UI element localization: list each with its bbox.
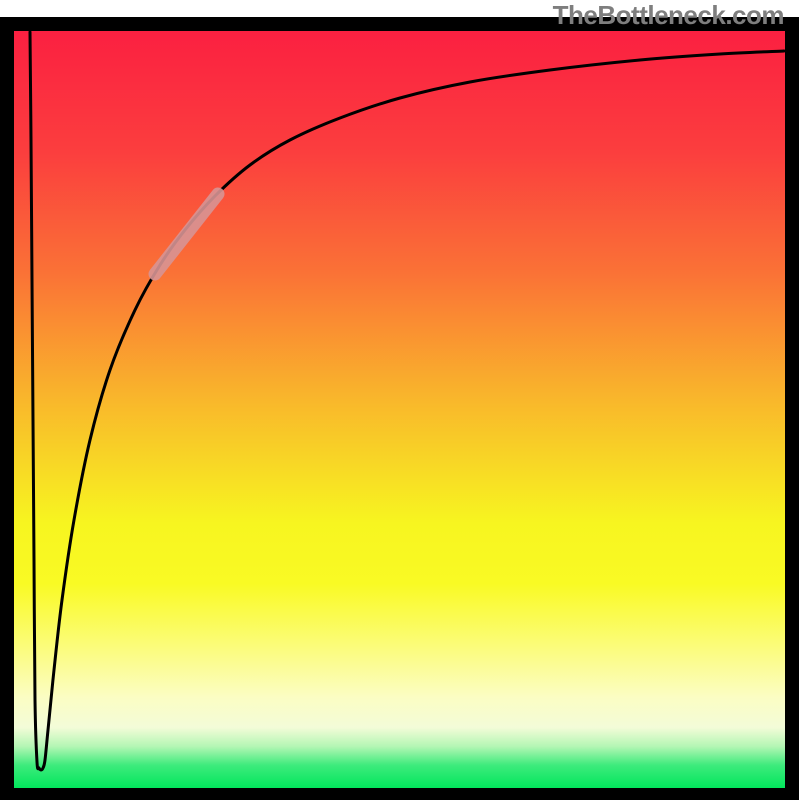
chart-container: TheBottleneck.com <box>0 0 800 800</box>
watermark-text: TheBottleneck.com <box>553 0 784 31</box>
plot-background <box>14 31 785 788</box>
bottleneck-chart <box>0 0 800 800</box>
